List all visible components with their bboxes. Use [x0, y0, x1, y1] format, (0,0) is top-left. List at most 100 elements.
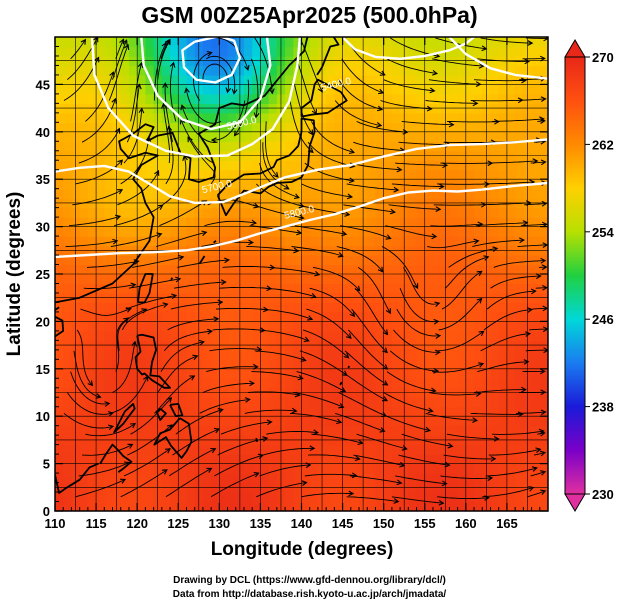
- field-cell: [301, 501, 311, 511]
- field-cell: [202, 236, 212, 247]
- field-cell: [260, 425, 270, 436]
- field-cell: [359, 302, 368, 313]
- field-cell: [252, 131, 262, 142]
- field-cell: [531, 274, 541, 285]
- field-cell: [219, 416, 229, 427]
- field-cell: [531, 378, 541, 389]
- field-cell: [457, 264, 467, 275]
- field-cell: [276, 473, 286, 484]
- field-cell: [178, 321, 188, 332]
- field-cell: [350, 406, 360, 417]
- field-cell: [342, 255, 352, 266]
- field-cell: [87, 463, 97, 474]
- field-cell: [539, 207, 548, 218]
- field-cell: [202, 131, 212, 142]
- field-cell: [424, 416, 434, 427]
- field-cell: [416, 74, 426, 85]
- x-tick-label: 120: [126, 516, 148, 531]
- field-cell: [523, 122, 533, 133]
- field-cell: [506, 501, 516, 511]
- field-cell: [515, 84, 524, 95]
- field-cell: [498, 160, 508, 171]
- field-cell: [153, 74, 163, 85]
- field-cell: [293, 444, 303, 455]
- field-cell: [449, 397, 459, 408]
- field-cell: [227, 378, 237, 389]
- field-cell: [153, 217, 163, 228]
- field-cell: [359, 93, 368, 104]
- field-cell: [391, 406, 401, 417]
- field-cell: [424, 454, 434, 465]
- credit-data: Data from http://database.rish.kyoto-u.a…: [172, 589, 447, 600]
- field-cell: [219, 236, 229, 247]
- field-cell: [383, 378, 393, 389]
- field-cell: [202, 283, 212, 294]
- field-cell: [55, 65, 64, 76]
- field-cell: [474, 492, 483, 503]
- field-cell: [170, 501, 179, 511]
- field-cell: [153, 160, 163, 171]
- field-cell: [137, 425, 146, 436]
- field-cell: [408, 226, 418, 237]
- field-cell: [268, 236, 278, 247]
- field-cell: [457, 454, 467, 465]
- field-cell: [153, 84, 163, 95]
- field-cell: [211, 473, 220, 484]
- field-cell: [375, 141, 385, 152]
- field-cell: [178, 416, 188, 427]
- field-cell: [432, 131, 442, 142]
- field-cell: [400, 207, 409, 218]
- field-cell: [309, 406, 319, 417]
- field-cell: [235, 74, 245, 85]
- field-cell: [375, 93, 385, 104]
- field-cell: [219, 492, 229, 503]
- field-cell: [276, 46, 286, 57]
- field-cell: [424, 93, 434, 104]
- field-cell: [235, 359, 245, 370]
- field-cell: [408, 179, 418, 190]
- field-cell: [424, 122, 434, 133]
- field-cell: [416, 492, 426, 503]
- field-cell: [79, 46, 89, 57]
- field-cell: [96, 368, 105, 379]
- field-cell: [104, 122, 114, 133]
- field-cell: [243, 37, 253, 48]
- field-cell: [515, 454, 524, 465]
- field-cell: [375, 454, 385, 465]
- field-cell: [161, 473, 171, 484]
- field-cell: [457, 93, 467, 104]
- field-cell: [285, 236, 294, 247]
- field-cell: [334, 311, 344, 322]
- field-cell: [96, 93, 105, 104]
- field-cell: [276, 349, 286, 360]
- field-cell: [186, 378, 196, 389]
- field-cell: [506, 122, 516, 133]
- field-cell: [112, 74, 122, 85]
- field-cell: [211, 103, 220, 114]
- field-cell: [153, 368, 163, 379]
- field-cell: [112, 397, 122, 408]
- field-cell: [457, 330, 467, 341]
- field-cell: [153, 463, 163, 474]
- field-cell: [432, 378, 442, 389]
- field-cell: [104, 264, 114, 275]
- field-cell: [482, 368, 492, 379]
- field-cell: [96, 112, 105, 123]
- field-cell: [63, 65, 73, 76]
- field-cell: [128, 454, 138, 465]
- field-cell: [170, 179, 179, 190]
- field-cell: [515, 397, 524, 408]
- field-cell: [367, 397, 377, 408]
- field-cell: [359, 425, 368, 436]
- field-cell: [498, 378, 508, 389]
- field-cell: [449, 160, 459, 171]
- field-cell: [202, 65, 212, 76]
- field-cell: [432, 321, 442, 332]
- field-cell: [465, 406, 475, 417]
- field-cell: [359, 264, 368, 275]
- field-cell: [506, 264, 516, 275]
- field-cell: [342, 378, 352, 389]
- field-cell: [120, 444, 130, 455]
- field-cell: [128, 179, 138, 190]
- field-cell: [465, 425, 475, 436]
